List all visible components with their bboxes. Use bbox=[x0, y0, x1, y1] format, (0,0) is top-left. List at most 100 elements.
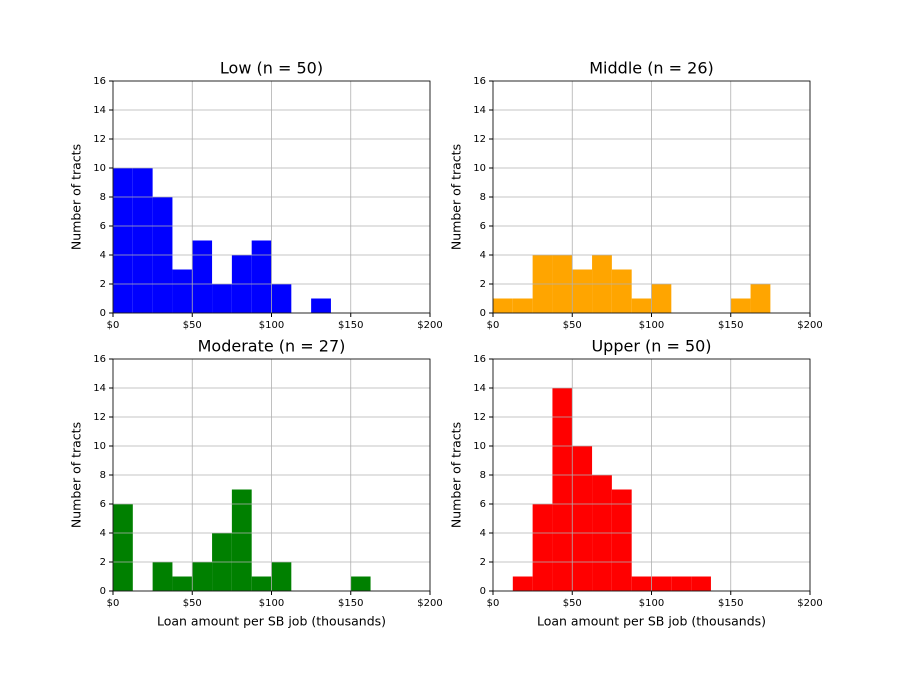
x-tick-label: $100 bbox=[639, 598, 664, 609]
y-tick-label: 4 bbox=[100, 528, 106, 539]
bar bbox=[251, 240, 272, 313]
x-tick-label: $50 bbox=[563, 598, 582, 609]
x-tick-label: $0 bbox=[487, 320, 500, 331]
y-tick-label: 6 bbox=[480, 499, 486, 510]
axes-frame bbox=[492, 358, 811, 592]
subplot-title: Middle (n = 26) bbox=[589, 59, 714, 78]
y-tick-label: 8 bbox=[480, 192, 486, 203]
subplot-title: Low (n = 50) bbox=[220, 59, 323, 78]
y-axis-label: Number of tracts bbox=[69, 422, 84, 528]
y-tick-label: 2 bbox=[480, 279, 486, 290]
y-tick-label: 14 bbox=[473, 105, 486, 116]
bar bbox=[172, 269, 193, 313]
y-tick-label: 12 bbox=[473, 412, 486, 423]
bar bbox=[552, 388, 573, 591]
x-tick-label: $200 bbox=[417, 598, 442, 609]
bar bbox=[572, 446, 593, 591]
bar bbox=[691, 576, 711, 591]
y-tick-label: 2 bbox=[100, 557, 106, 568]
bar bbox=[132, 168, 153, 313]
y-tick-label: 12 bbox=[93, 134, 106, 145]
axes-frame bbox=[112, 80, 431, 314]
bar bbox=[251, 576, 272, 591]
bar bbox=[651, 576, 672, 591]
y-tick-label: 4 bbox=[480, 250, 486, 261]
bar bbox=[192, 562, 213, 591]
y-tick-label: 14 bbox=[93, 383, 106, 394]
subplot: $0 $50 $100 $150 $200 0 2 4 6 8 10 12 14 16 Moderate (… bbox=[69, 337, 443, 629]
y-tick-label: 2 bbox=[100, 279, 106, 290]
y-tick-label: 10 bbox=[93, 441, 106, 452]
y-tick-label: 14 bbox=[473, 383, 486, 394]
bar bbox=[611, 269, 632, 313]
bar bbox=[172, 576, 193, 591]
bar bbox=[493, 298, 513, 313]
x-tick-label: $50 bbox=[563, 320, 582, 331]
y-tick-label: 16 bbox=[93, 76, 106, 87]
x-axis-label: Loan amount per SB job (thousands) bbox=[157, 614, 386, 629]
y-tick-label: 6 bbox=[480, 221, 486, 232]
y-tick-label: 4 bbox=[480, 528, 486, 539]
x-tick-label: $200 bbox=[797, 598, 822, 609]
y-axis-label: Number of tracts bbox=[69, 144, 84, 250]
y-axis-label: Number of tracts bbox=[449, 422, 464, 528]
y-tick-label: 14 bbox=[93, 105, 106, 116]
axes-frame bbox=[112, 358, 431, 592]
y-tick-label: 0 bbox=[100, 586, 106, 597]
bar bbox=[671, 576, 692, 591]
y-tick-label: 8 bbox=[480, 470, 486, 481]
bar bbox=[730, 298, 751, 313]
bar bbox=[651, 284, 672, 313]
bar bbox=[311, 298, 331, 313]
y-tick-label: 12 bbox=[473, 134, 486, 145]
x-tick-label: $100 bbox=[259, 598, 284, 609]
x-tick-label: $150 bbox=[338, 598, 363, 609]
x-tick-label: $200 bbox=[417, 320, 442, 331]
y-tick-label: 2 bbox=[480, 557, 486, 568]
y-tick-label: 6 bbox=[100, 499, 106, 510]
bar bbox=[192, 240, 213, 313]
bar bbox=[512, 298, 533, 313]
subplot-title: Moderate (n = 27) bbox=[198, 337, 346, 356]
x-tick-label: $150 bbox=[718, 598, 743, 609]
y-tick-label: 16 bbox=[473, 354, 486, 365]
y-tick-label: 0 bbox=[480, 586, 486, 597]
subplot: $0 $50 $100 $150 $200 0 2 4 6 8 10 12 14 16 Low (n = 5… bbox=[69, 59, 443, 332]
x-tick-label: $200 bbox=[797, 320, 822, 331]
subplot: $0 $50 $100 $150 $200 0 2 4 6 8 10 12 14 16 Middle (n … bbox=[449, 59, 823, 332]
y-tick-label: 4 bbox=[100, 250, 106, 261]
bar bbox=[113, 168, 133, 313]
bar bbox=[572, 269, 593, 313]
bar bbox=[350, 576, 371, 591]
y-tick-label: 8 bbox=[100, 192, 106, 203]
subplot-title: Upper (n = 50) bbox=[591, 337, 711, 356]
x-axis-label: Loan amount per SB job (thousands) bbox=[537, 614, 766, 629]
bar bbox=[212, 284, 232, 313]
x-tick-label: $50 bbox=[183, 598, 202, 609]
x-tick-label: $0 bbox=[107, 598, 120, 609]
y-tick-label: 10 bbox=[93, 163, 106, 174]
x-tick-label: $150 bbox=[338, 320, 363, 331]
y-tick-label: 16 bbox=[473, 76, 486, 87]
y-tick-label: 16 bbox=[93, 354, 106, 365]
bar bbox=[231, 489, 252, 591]
bar bbox=[631, 576, 652, 591]
y-axis-label: Number of tracts bbox=[449, 144, 464, 250]
y-tick-label: 0 bbox=[100, 308, 106, 319]
bar bbox=[271, 562, 292, 591]
bar bbox=[532, 504, 553, 591]
x-tick-label: $0 bbox=[107, 320, 120, 331]
y-tick-label: 10 bbox=[473, 441, 486, 452]
y-tick-label: 10 bbox=[473, 163, 486, 174]
subplot: $0 $50 $100 $150 $200 0 2 4 6 8 10 12 14 16 Upper (n =… bbox=[449, 337, 823, 629]
bar bbox=[512, 576, 533, 591]
x-tick-label: $100 bbox=[639, 320, 664, 331]
y-tick-label: 6 bbox=[100, 221, 106, 232]
x-tick-label: $50 bbox=[183, 320, 202, 331]
bar bbox=[152, 562, 173, 591]
bar bbox=[113, 504, 133, 591]
bar bbox=[611, 489, 632, 591]
y-tick-label: 0 bbox=[480, 308, 486, 319]
axes-frame bbox=[492, 80, 811, 314]
